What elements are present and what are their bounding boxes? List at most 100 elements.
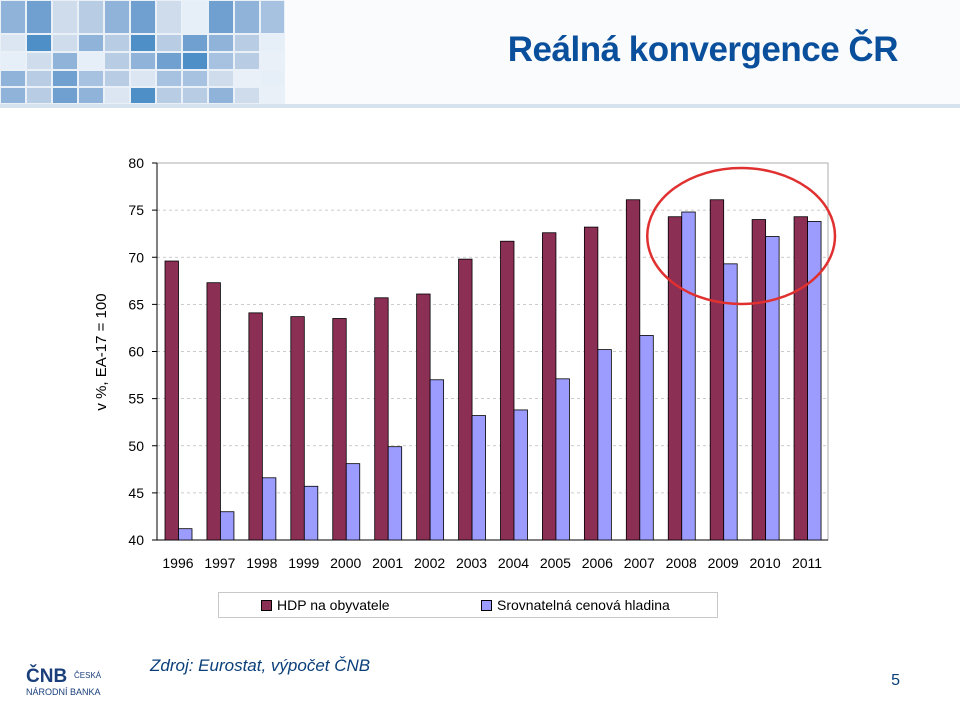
header-tile bbox=[131, 1, 155, 33]
bar-hdp bbox=[793, 216, 808, 541]
header-tile bbox=[1, 35, 25, 51]
legend-item-ceny: Srovnatelná cenová hladina bbox=[481, 597, 670, 613]
bar-hdp bbox=[751, 219, 767, 541]
header-tile bbox=[105, 53, 129, 69]
y-tick-label: 45 bbox=[128, 485, 144, 501]
legend-label-ceny: Srovnatelná cenová hladina bbox=[497, 597, 670, 613]
highlight-circle bbox=[646, 166, 837, 306]
bar-ceny bbox=[723, 263, 738, 541]
header-tile bbox=[235, 53, 259, 69]
bar-hdp bbox=[332, 318, 347, 541]
bar-hdp bbox=[667, 216, 683, 541]
x-tick-label: 2009 bbox=[708, 555, 739, 571]
bar-hdp bbox=[500, 240, 515, 541]
x-tick-label: 1998 bbox=[246, 555, 277, 571]
bar-ceny bbox=[220, 511, 235, 541]
bar-ceny bbox=[429, 379, 445, 541]
cnb-logo: ČNB ČESKÁ NÁRODNÍ BANKA bbox=[26, 665, 102, 697]
header-tile bbox=[183, 1, 207, 33]
bar-ceny bbox=[345, 463, 361, 541]
svg-text:NÁRODNÍ BANKA: NÁRODNÍ BANKA bbox=[26, 687, 101, 697]
header-tile bbox=[27, 53, 51, 69]
bar-ceny bbox=[765, 236, 780, 541]
bar-ceny bbox=[303, 485, 319, 541]
header-decoration bbox=[0, 0, 960, 108]
bar-hdp bbox=[248, 312, 263, 541]
bar-hdp bbox=[416, 293, 431, 541]
x-tick-label: 2008 bbox=[666, 555, 697, 571]
header-tile bbox=[27, 1, 51, 33]
bar-hdp bbox=[206, 282, 221, 541]
y-tick-label: 50 bbox=[128, 438, 144, 454]
bar-ceny bbox=[555, 378, 570, 541]
page-number: 5 bbox=[891, 672, 900, 689]
header-tile bbox=[157, 1, 181, 33]
x-tick-label: 2006 bbox=[582, 555, 613, 571]
legend-item-hdp: HDP na obyvatele bbox=[261, 597, 390, 613]
bar-ceny bbox=[178, 528, 193, 541]
source-note: Zdroj: Eurostat, výpočet ČNB bbox=[150, 656, 371, 675]
bar-ceny bbox=[471, 415, 486, 541]
header-tile bbox=[209, 1, 233, 33]
x-tick-label: 2000 bbox=[330, 555, 361, 571]
header-tile bbox=[1, 71, 25, 86]
header-tile bbox=[261, 35, 284, 51]
bar-hdp bbox=[290, 316, 305, 541]
header-tile bbox=[1, 53, 25, 69]
y-tick-label: 75 bbox=[128, 202, 144, 218]
legend-label-hdp: HDP na obyvatele bbox=[277, 597, 390, 613]
header-tile bbox=[131, 88, 155, 103]
header-tile bbox=[131, 71, 155, 86]
header-tile bbox=[157, 88, 181, 103]
y-tick-label: 55 bbox=[128, 391, 144, 407]
svg-text:ČNB: ČNB bbox=[26, 665, 67, 687]
y-axis-label: v %, EA-17 = 100 bbox=[93, 293, 110, 410]
header-tile bbox=[235, 1, 259, 33]
header-tile bbox=[261, 71, 284, 86]
header-tile bbox=[53, 71, 77, 86]
header-tile bbox=[131, 35, 155, 51]
chart-legend: HDP na obyvatele Srovnatelná cenová hlad… bbox=[218, 592, 718, 618]
bar-ceny bbox=[681, 211, 696, 541]
header-tile bbox=[53, 88, 77, 103]
header-tile bbox=[79, 88, 103, 103]
x-tick-label: 2003 bbox=[456, 555, 487, 571]
header-tile bbox=[27, 88, 51, 103]
header-tile bbox=[183, 71, 207, 86]
y-tick-label: 40 bbox=[128, 532, 144, 548]
x-tick-label: 1996 bbox=[162, 555, 193, 571]
bar-hdp bbox=[583, 226, 599, 541]
header-tile bbox=[209, 88, 233, 103]
header-tile bbox=[27, 71, 51, 86]
x-tick-label: 1997 bbox=[204, 555, 235, 571]
header-tile bbox=[183, 88, 207, 103]
x-tick-label: 2002 bbox=[414, 555, 445, 571]
x-tick-label: 2007 bbox=[624, 555, 655, 571]
header-tile bbox=[79, 1, 103, 33]
x-tick-label: 2001 bbox=[372, 555, 403, 571]
header-tile bbox=[261, 1, 284, 33]
header-tile bbox=[157, 35, 181, 51]
y-tick-label: 70 bbox=[128, 249, 144, 265]
header-tile bbox=[79, 71, 103, 86]
y-tick-label: 60 bbox=[128, 344, 144, 360]
header-tile bbox=[209, 35, 233, 51]
x-tick-label: 2005 bbox=[540, 555, 571, 571]
header-tile bbox=[79, 53, 103, 69]
header-tile bbox=[105, 1, 129, 33]
legend-swatch-ceny bbox=[481, 599, 492, 611]
bar-hdp bbox=[625, 199, 641, 541]
header-tile bbox=[157, 71, 181, 86]
x-tick-label: 2011 bbox=[792, 555, 822, 571]
bar-ceny bbox=[513, 409, 528, 541]
y-tick-label: 80 bbox=[128, 155, 144, 171]
bar-ceny bbox=[387, 446, 403, 541]
bar-hdp bbox=[709, 199, 725, 541]
header-tile bbox=[183, 53, 207, 69]
header-tile bbox=[105, 88, 129, 103]
slide-title: Reálná konvergence ČR bbox=[507, 30, 899, 69]
bar-ceny bbox=[597, 349, 612, 541]
header-tile bbox=[1, 1, 25, 33]
header-tile bbox=[53, 1, 77, 33]
header-tile bbox=[105, 71, 129, 86]
